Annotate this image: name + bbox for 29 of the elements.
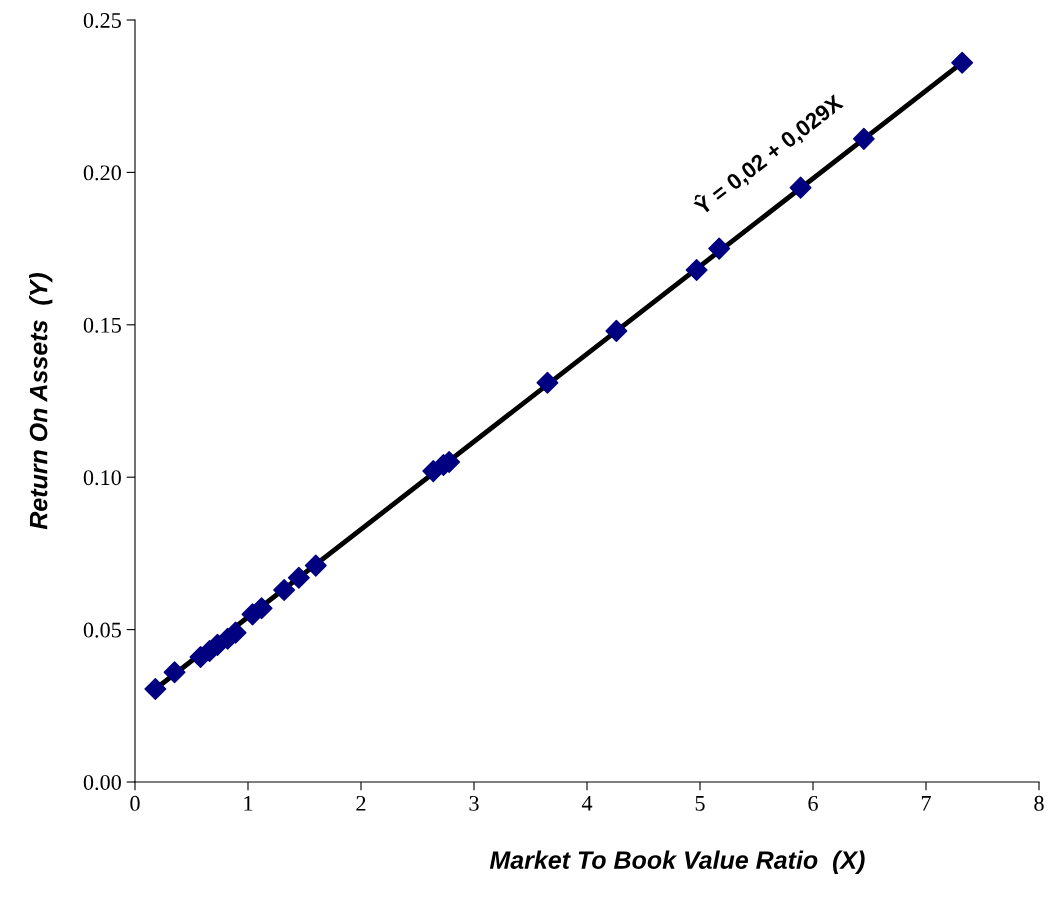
point	[708, 237, 731, 260]
y-tick-label: 0.00	[83, 774, 121, 791]
x-tick-label: 4	[581, 795, 593, 811]
point	[273, 578, 296, 601]
point	[951, 51, 974, 74]
y-tick-label: 0.05	[83, 622, 121, 638]
point	[144, 678, 167, 701]
x-tick-label: 5	[695, 796, 705, 811]
point	[304, 554, 327, 577]
x-axis-title: Market To Book Value Ratio (X)	[489, 850, 865, 874]
y-tick-label: 0.20	[83, 165, 121, 181]
point	[852, 127, 875, 150]
x-tick-label: 3	[469, 795, 479, 811]
y-tick-label: 0.15	[83, 317, 121, 333]
y-tick-label: 0.25	[83, 12, 121, 29]
point	[789, 176, 812, 199]
x-tick-label: 8	[1034, 795, 1044, 811]
x-tick-label: 2	[356, 795, 366, 811]
point	[536, 371, 559, 394]
x-tick-label: 6	[808, 795, 818, 811]
x-tick-label: 0	[130, 795, 140, 811]
point	[287, 566, 310, 589]
point	[605, 319, 628, 342]
y-axis-title: Return On Assets (Y)	[29, 273, 53, 530]
point	[163, 661, 186, 684]
y-tick-label: 0.10	[83, 470, 121, 486]
x-tick-label: 1	[244, 795, 253, 811]
point	[685, 258, 708, 281]
x-tick-label: 7	[921, 796, 931, 811]
